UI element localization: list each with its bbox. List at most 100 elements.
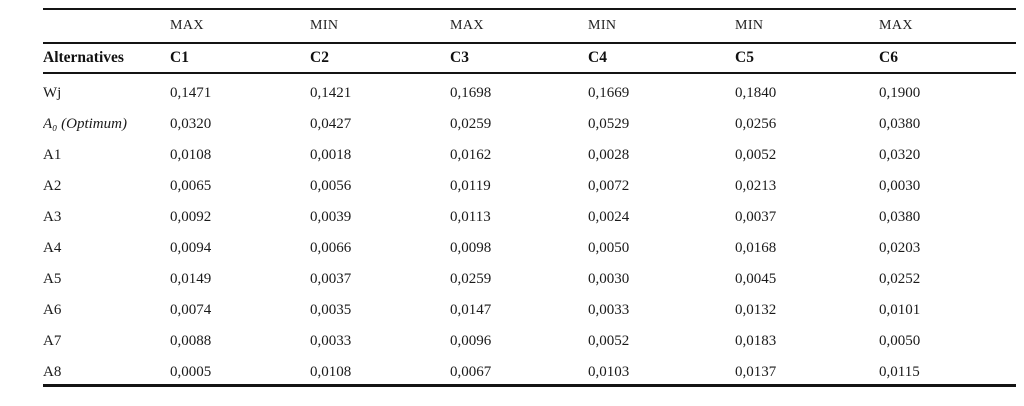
row-label: A6 [43, 302, 62, 318]
value-cell: 0,1669 [588, 74, 735, 105]
cell-value: 0,0113 [450, 209, 491, 225]
value-cell: 0,1900 [879, 74, 1016, 105]
table-row: A2 0,0065 0,0056 0,0119 0,0072 0,0213 0,0030 [43, 167, 1016, 198]
objective-cell-c6: MAX [879, 10, 1016, 44]
value-cell: 0,0018 [310, 136, 450, 167]
value-cell: 0,0259 [450, 260, 588, 291]
cell-value: 0,0030 [879, 178, 921, 194]
cell-value: 0,1421 [310, 85, 352, 101]
value-cell: 0,0030 [588, 260, 735, 291]
row-label: A5 [43, 271, 62, 287]
row-label-cell: Wj [43, 74, 170, 105]
row-label: A₀ (Optimum) [43, 116, 127, 132]
value-cell: 0,0168 [735, 229, 879, 260]
value-cell: 0,0252 [879, 260, 1016, 291]
cell-value: 0,0056 [310, 178, 352, 194]
objective-cell-empty [43, 10, 170, 44]
cell-value: 0,0033 [588, 302, 630, 318]
value-cell: 0,0005 [170, 353, 310, 384]
row-label: Wj [43, 85, 62, 101]
cell-value: 0,0045 [735, 271, 777, 287]
cell-value: 0,0529 [588, 116, 630, 132]
criterion-header-c5: C5 [735, 44, 879, 74]
cell-value: 0,0252 [879, 271, 921, 287]
criterion-header-c6: C6 [879, 44, 1016, 74]
cell-value: 0,0094 [170, 240, 212, 256]
value-cell: 0,0183 [735, 322, 879, 353]
value-cell: 0,0113 [450, 198, 588, 229]
value-cell: 0,0119 [450, 167, 588, 198]
objective-cell-c3: MAX [450, 10, 588, 44]
value-cell: 0,0056 [310, 167, 450, 198]
value-cell: 0,0103 [588, 353, 735, 384]
cell-value: 0,0162 [450, 147, 492, 163]
value-cell: 0,0052 [735, 136, 879, 167]
cell-value: 0,1471 [170, 85, 212, 101]
value-cell: 0,0149 [170, 260, 310, 291]
table-row: A8 0,0005 0,0108 0,0067 0,0103 0,0137 0,0115 [43, 353, 1016, 384]
value-cell: 0,0028 [588, 136, 735, 167]
row-label: A1 [43, 147, 62, 163]
cell-value: 0,0074 [170, 302, 212, 318]
table-row: A5 0,0149 0,0037 0,0259 0,0030 0,0045 0,0252 [43, 260, 1016, 291]
cell-value: 0,0052 [735, 147, 777, 163]
cell-value: 0,1669 [588, 85, 630, 101]
criterion-header-c1: C1 [170, 44, 310, 74]
cell-value: 0,0096 [450, 333, 492, 349]
value-cell: 0,0072 [588, 167, 735, 198]
value-cell: 0,0380 [879, 198, 1016, 229]
cell-value: 0,0098 [450, 240, 492, 256]
row-label-cell: A7 [43, 322, 170, 353]
cell-value: 0,0320 [879, 147, 921, 163]
criterion-header-c4: C4 [588, 44, 735, 74]
cell-value: 0,0119 [450, 178, 491, 194]
value-cell: 0,0137 [735, 353, 879, 384]
table-body: Wj 0,1471 0,1421 0,1698 0,1669 0,1840 0,1900 A₀… [43, 74, 1016, 384]
value-cell: 0,0033 [588, 291, 735, 322]
table-row: A1 0,0108 0,0018 0,0162 0,0028 0,0052 0,0320 [43, 136, 1016, 167]
value-cell: 0,0024 [588, 198, 735, 229]
row-label: A4 [43, 240, 62, 256]
row-label-cell: A4 [43, 229, 170, 260]
value-cell: 0,0162 [450, 136, 588, 167]
value-cell: 0,0259 [450, 105, 588, 136]
value-cell: 0,0074 [170, 291, 310, 322]
cell-value: 0,0092 [170, 209, 212, 225]
cell-value: 0,1698 [450, 85, 492, 101]
value-cell: 0,1421 [310, 74, 450, 105]
cell-value: 0,0183 [735, 333, 777, 349]
cell-value: 0,0259 [450, 116, 492, 132]
cell-value: 0,0088 [170, 333, 212, 349]
criterion-header-c2: C2 [310, 44, 450, 74]
criterion-header-c3: C3 [450, 44, 588, 74]
value-cell: 0,0115 [879, 353, 1016, 384]
value-cell: 0,0096 [450, 322, 588, 353]
cell-value: 0,0380 [879, 116, 921, 132]
value-cell: 0,0427 [310, 105, 450, 136]
value-cell: 0,0035 [310, 291, 450, 322]
value-cell: 0,0052 [588, 322, 735, 353]
cell-value: 0,0035 [310, 302, 352, 318]
objective-cell-c1: MAX [170, 10, 310, 44]
cell-value: 0,0028 [588, 147, 630, 163]
row-label: A7 [43, 333, 62, 349]
cell-value: 0,0065 [170, 178, 212, 194]
cell-value: 0,0108 [310, 364, 352, 380]
value-cell: 0,0066 [310, 229, 450, 260]
value-cell: 0,1471 [170, 74, 310, 105]
value-cell: 0,0045 [735, 260, 879, 291]
table-row: A4 0,0094 0,0066 0,0098 0,0050 0,0168 0,0203 [43, 229, 1016, 260]
cell-value: 0,1840 [735, 85, 777, 101]
value-cell: 0,0065 [170, 167, 310, 198]
decision-matrix-table: MAX MIN MAX MIN MIN MAX Alternatives C1 … [43, 8, 1016, 387]
cell-value: 0,0052 [588, 333, 630, 349]
table-row: A6 0,0074 0,0035 0,0147 0,0033 0,0132 0,0101 [43, 291, 1016, 322]
objective-row: MAX MIN MAX MIN MIN MAX [43, 10, 1016, 44]
cell-value: 0,0203 [879, 240, 921, 256]
row-label-cell: A2 [43, 167, 170, 198]
value-cell: 0,0213 [735, 167, 879, 198]
alternatives-header: Alternatives [43, 44, 170, 74]
cell-value: 0,1900 [879, 85, 921, 101]
cell-value: 0,0037 [310, 271, 352, 287]
cell-value: 0,0259 [450, 271, 492, 287]
